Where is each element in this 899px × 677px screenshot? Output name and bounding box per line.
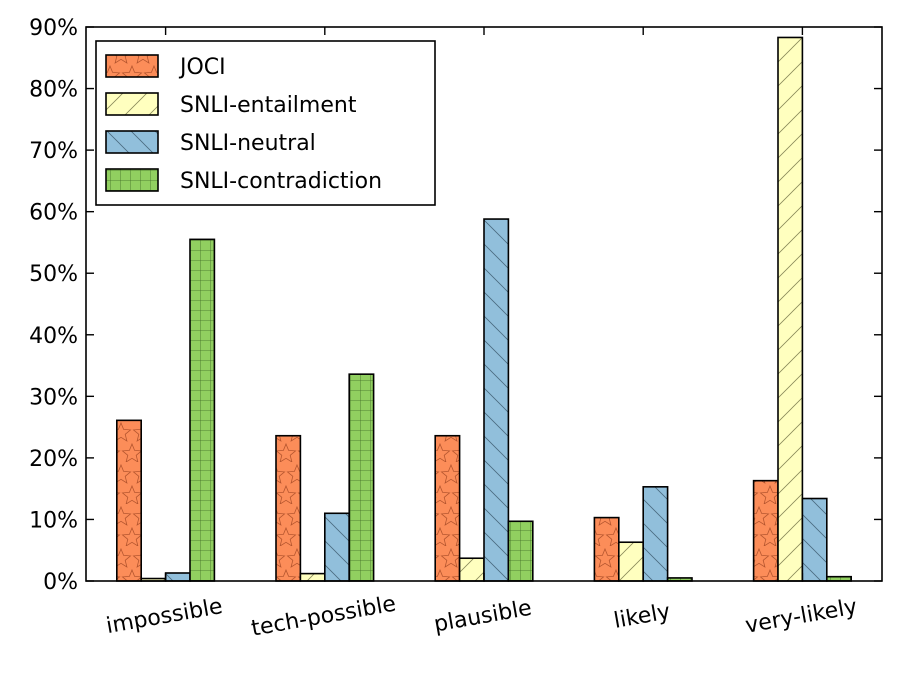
bar-outline: [778, 37, 802, 581]
bar-outline: [754, 481, 778, 581]
y-tick-label: 40%: [29, 324, 78, 349]
bar-SNLI-contradiction-impossible: [190, 239, 214, 581]
y-tick-label: 90%: [29, 16, 78, 41]
x-tick-label: likely: [612, 599, 672, 633]
bar-JOCI-likely: [594, 518, 618, 581]
bar-SNLI-neutral-likely: [643, 487, 667, 581]
bar-SNLI-entailment-plausible: [460, 558, 484, 581]
y-tick-label: 70%: [29, 139, 78, 164]
bar-SNLI-contradiction-plausible: [508, 521, 532, 581]
y-tick-label: 20%: [29, 447, 78, 472]
bar-outline: [508, 521, 532, 581]
bar-outline: [802, 499, 826, 581]
y-tick-label: 30%: [29, 385, 78, 410]
legend-label: JOCI: [178, 55, 226, 80]
bar-outline: [117, 420, 141, 581]
bar-outline: [435, 436, 459, 581]
bar-outline: [643, 487, 667, 581]
legend: JOCI SNLI-entailment SNLI-neutral SNLI-cont…: [96, 41, 435, 205]
bar-chart: 0% 10% 20% 30% 40% 50% 60% 70% 80% 90% impossible…: [0, 0, 899, 677]
bar-SNLI-entailment-very-likely: [778, 37, 802, 581]
bar-outline: [460, 558, 484, 581]
bar-outline: [325, 513, 349, 581]
bar-SNLI-entailment-likely: [619, 542, 643, 581]
legend-item: SNLI-neutral: [106, 131, 316, 156]
bar-JOCI-very-likely: [754, 481, 778, 581]
bar-JOCI-plausible: [435, 436, 459, 581]
legend-item: SNLI-contradiction: [106, 169, 382, 194]
bar-SNLI-neutral-impossible: [166, 573, 190, 581]
legend-label: SNLI-neutral: [180, 131, 316, 156]
bar-SNLI-neutral-tech-possible: [325, 513, 349, 581]
bar-SNLI-neutral-very-likely: [802, 499, 826, 581]
legend-swatch: [106, 93, 158, 115]
bar-outline: [300, 574, 324, 581]
legend-label: SNLI-entailment: [180, 93, 357, 118]
y-tick-label: 60%: [29, 201, 78, 226]
bar-outline: [276, 436, 300, 581]
x-tick-label: very-likely: [743, 594, 859, 638]
bar-SNLI-neutral-plausible: [484, 219, 508, 581]
legend-label: SNLI-contradiction: [180, 169, 382, 194]
bar-outline: [190, 239, 214, 581]
bar-SNLI-contradiction-tech-possible: [349, 374, 373, 581]
legend-swatch: [106, 169, 158, 191]
legend-swatch: [106, 131, 158, 153]
bar-JOCI-tech-possible: [276, 436, 300, 581]
y-tick-label: 50%: [29, 262, 78, 287]
legend-swatch: [106, 55, 158, 77]
bar-outline: [594, 518, 618, 581]
bar-outline: [484, 219, 508, 581]
bar-outline: [619, 542, 643, 581]
y-tick-label: 10%: [29, 508, 78, 533]
y-tick-label: 80%: [29, 78, 78, 103]
x-tick-label: plausible: [432, 596, 534, 638]
bar-SNLI-entailment-tech-possible: [300, 574, 324, 581]
x-tick-label: impossible: [104, 594, 224, 639]
bar-outline: [349, 374, 373, 581]
y-tick-label: 0%: [43, 570, 78, 595]
legend-item: SNLI-entailment: [106, 93, 357, 118]
x-tick-label: tech-possible: [250, 592, 398, 642]
bar-JOCI-impossible: [117, 420, 141, 581]
bar-outline: [166, 573, 190, 581]
